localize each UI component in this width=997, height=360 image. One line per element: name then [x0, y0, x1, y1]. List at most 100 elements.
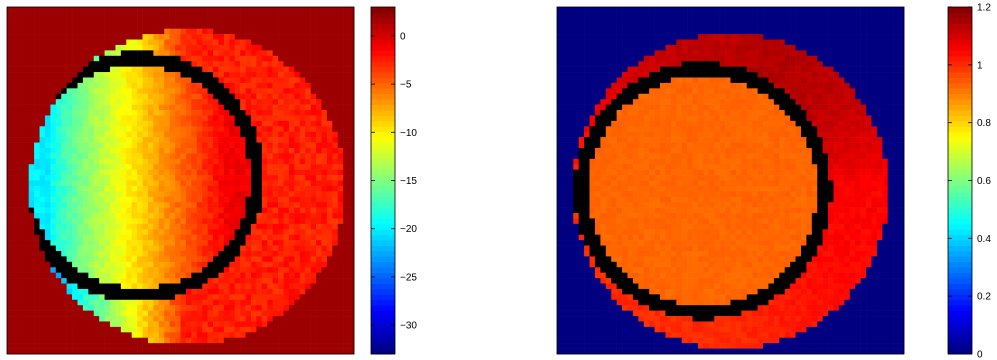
heatmap-cell: [196, 316, 203, 322]
heatmap-cell: [218, 272, 225, 279]
heatmap-cell: [175, 153, 181, 160]
heatmap-cell: [39, 191, 46, 198]
heatmap-cell: [191, 288, 198, 295]
heatmap-cell: [191, 348, 198, 355]
heatmap-cell: [115, 44, 122, 51]
heatmap-cell: [88, 348, 95, 355]
heatmap-cell: [180, 332, 187, 339]
heatmap-cell: [185, 142, 192, 149]
heatmap-cell: [223, 337, 230, 344]
heatmap-cell: [39, 288, 46, 295]
heatmap-cell: [147, 326, 154, 333]
heatmap-cell: [28, 213, 35, 219]
heatmap-cell: [337, 61, 344, 67]
heatmap-cell: [616, 12, 623, 19]
heatmap-cell: [82, 72, 89, 78]
heatmap-cell: [305, 240, 311, 246]
heatmap-cell: [757, 23, 764, 29]
heatmap-cell: [93, 158, 100, 165]
heatmap-cell: [256, 180, 263, 187]
heatmap-cell: [223, 288, 230, 295]
heatmap-cell: [153, 305, 160, 311]
heatmap-cell: [316, 234, 322, 241]
colorbar-segment: [371, 82, 395, 89]
heatmap-cell: [77, 218, 84, 225]
heatmap-cell: [77, 305, 84, 311]
heatmap-cell: [72, 50, 78, 57]
heatmap-cell: [12, 61, 19, 67]
heatmap-cell: [191, 343, 198, 349]
heatmap-cell: [72, 7, 78, 13]
heatmap-cell: [348, 44, 355, 51]
heatmap-cell: [250, 131, 257, 138]
heatmap-cell: [218, 158, 225, 165]
heatmap-cell: [153, 229, 160, 236]
heatmap-cell: [288, 44, 295, 51]
heatmap-cell: [131, 137, 138, 143]
heatmap-cell: [28, 153, 35, 160]
heatmap-cell: [126, 126, 132, 132]
heatmap-cell: [828, 55, 834, 62]
heatmap-cell: [234, 250, 241, 257]
heatmap-cell: [180, 55, 187, 62]
heatmap-cell: [229, 158, 236, 165]
heatmap-cell: [39, 337, 46, 344]
heatmap-cell: [153, 202, 160, 208]
heatmap-cell: [39, 93, 46, 100]
heatmap-cell: [245, 93, 252, 100]
heatmap-cell: [283, 337, 290, 344]
heatmap-cell: [288, 12, 295, 19]
heatmap-cell: [229, 191, 236, 198]
heatmap-cell: [234, 44, 241, 51]
heatmap-cell: [337, 131, 344, 138]
heatmap-cell: [142, 343, 149, 349]
heatmap-cell: [180, 104, 187, 111]
heatmap-cell: [240, 272, 246, 279]
heatmap-cell: [93, 348, 100, 355]
heatmap-cell: [795, 12, 802, 19]
heatmap-cell: [34, 229, 40, 236]
heatmap-cell: [250, 153, 257, 160]
heatmap-cell: [169, 240, 176, 246]
heatmap-cell: [12, 326, 19, 333]
heatmap-cell: [104, 137, 111, 143]
heatmap-cell: [164, 142, 170, 149]
heatmap-cell: [115, 229, 122, 236]
heatmap-cell: [719, 66, 726, 73]
heatmap-cell: [7, 202, 13, 208]
heatmap-cell: [267, 115, 273, 122]
heatmap-cell: [169, 234, 176, 241]
heatmap-cell: [234, 99, 241, 105]
colorbar-segment: [371, 343, 395, 349]
heatmap-cell: [12, 185, 19, 192]
heatmap-cell: [876, 66, 883, 73]
heatmap-cell: [752, 44, 758, 51]
heatmap-cell: [169, 104, 176, 111]
heatmap-cell: [126, 310, 132, 317]
heatmap-cell: [44, 240, 51, 246]
heatmap-cell: [175, 142, 181, 149]
heatmap-cell: [299, 7, 306, 13]
heatmap-cell: [50, 50, 57, 57]
heatmap-cell: [196, 99, 203, 105]
heatmap-cell: [17, 142, 24, 149]
heatmap-cell: [55, 164, 62, 170]
heatmap-cell: [164, 299, 170, 306]
heatmap-cell: [245, 310, 252, 317]
heatmap-cell: [120, 229, 127, 236]
heatmap-cell: [321, 299, 328, 306]
heatmap-cell: [55, 142, 62, 149]
heatmap-cell: [223, 261, 230, 268]
heatmap-cell: [185, 28, 192, 35]
heatmap-cell: [72, 153, 78, 160]
heatmap-cell: [337, 158, 344, 165]
heatmap-cell: [283, 256, 290, 263]
heatmap-cell: [104, 240, 111, 246]
heatmap-cell: [12, 310, 19, 317]
heatmap-cell: [283, 34, 290, 40]
heatmap-cell: [326, 213, 333, 219]
heatmap-cell: [811, 39, 818, 46]
heatmap-cell: [887, 17, 894, 24]
heatmap-cell: [278, 321, 284, 328]
heatmap-cell: [752, 28, 758, 35]
